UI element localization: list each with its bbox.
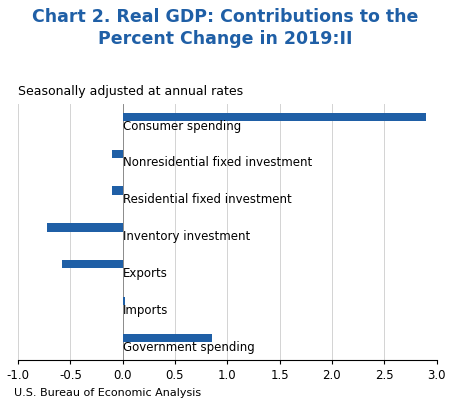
- Text: Exports: Exports: [122, 267, 167, 280]
- Text: Chart 2. Real GDP: Contributions to the
Percent Change in 2019:II: Chart 2. Real GDP: Contributions to the …: [32, 8, 418, 48]
- Bar: [122, 297, 125, 305]
- Text: Seasonally adjusted at annual rates: Seasonally adjusted at annual rates: [18, 86, 243, 98]
- Bar: [112, 150, 122, 158]
- Bar: [122, 113, 426, 121]
- Text: Imports: Imports: [122, 304, 168, 317]
- Text: Inventory investment: Inventory investment: [122, 230, 250, 243]
- Bar: [122, 334, 212, 342]
- Bar: [62, 260, 122, 268]
- Bar: [47, 223, 122, 232]
- Bar: [112, 186, 122, 195]
- Text: Consumer spending: Consumer spending: [122, 120, 241, 133]
- Text: Residential fixed investment: Residential fixed investment: [122, 193, 292, 206]
- Text: Government spending: Government spending: [122, 341, 254, 354]
- Text: Nonresidential fixed investment: Nonresidential fixed investment: [122, 156, 312, 170]
- Text: U.S. Bureau of Economic Analysis: U.S. Bureau of Economic Analysis: [14, 388, 201, 398]
